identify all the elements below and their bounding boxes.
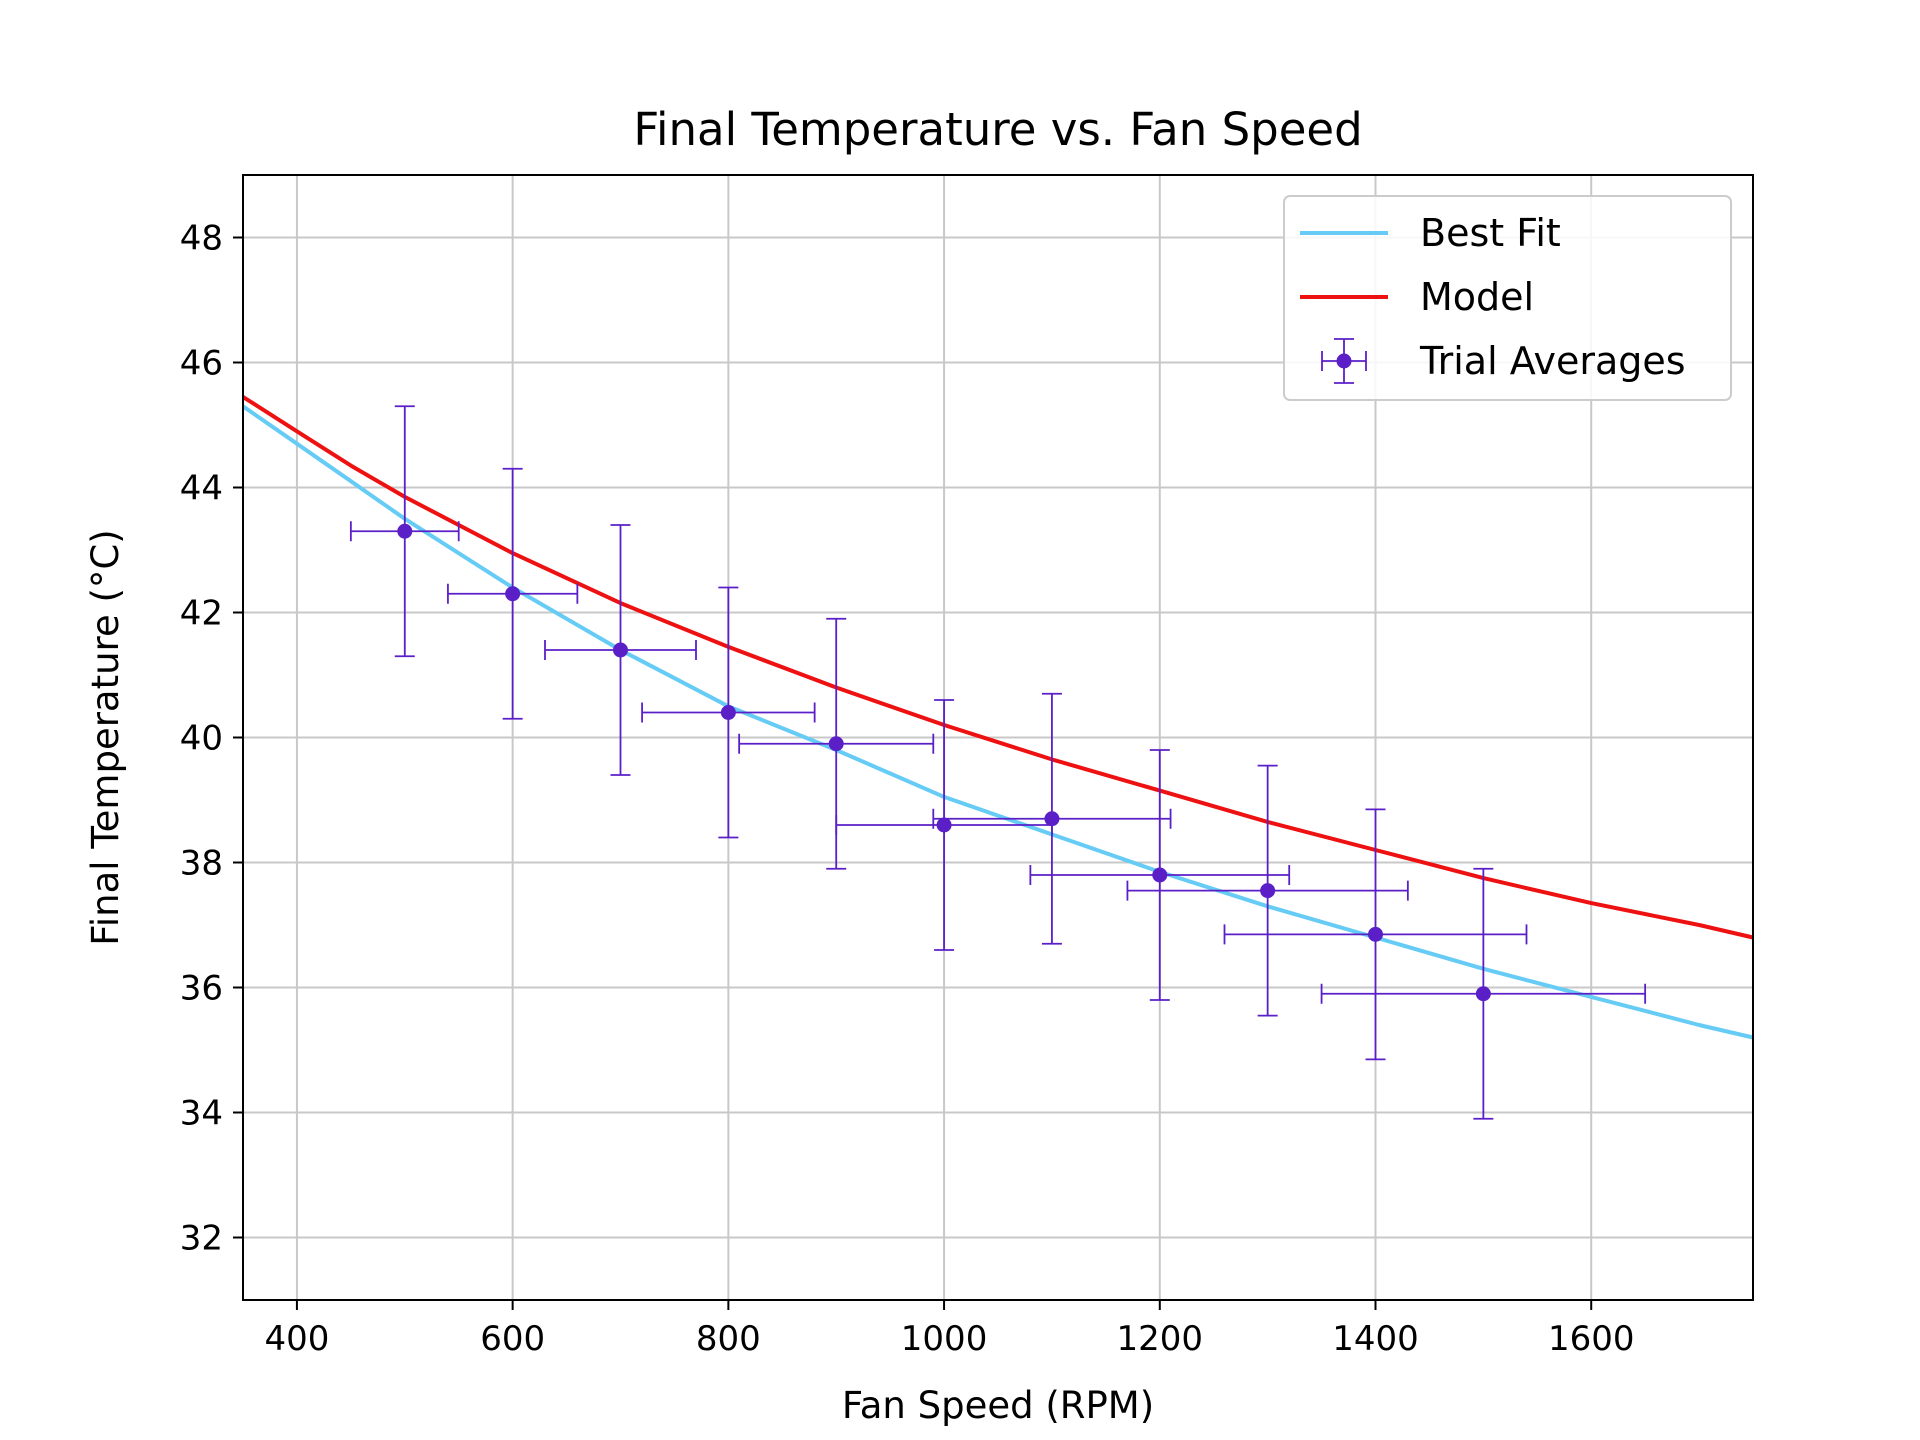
trial-average-point — [1223, 808, 1528, 1061]
data-marker — [1260, 883, 1276, 899]
x-tick-label: 1000 — [901, 1319, 988, 1359]
legend: Best Fit Model Trial Averages — [1283, 195, 1732, 401]
ticks: 400 600 800 1000 1200 1400 1600 32 34 36 38 40 42 44 4… — [180, 219, 1635, 1360]
legend-label: Model — [1420, 275, 1534, 319]
y-tick-label: 36 — [180, 969, 223, 1009]
legend-box — [1283, 195, 1732, 401]
x-tick-label: 800 — [696, 1319, 761, 1359]
x-tick-label: 1400 — [1332, 1319, 1419, 1359]
data-marker — [1152, 867, 1168, 883]
legend-marker — [1336, 353, 1352, 369]
legend-entry: Trial Averages — [1321, 338, 1686, 384]
y-tick-label: 40 — [180, 719, 223, 759]
x-tick-label: 600 — [480, 1319, 545, 1359]
trial-average-point — [835, 699, 1053, 951]
x-tick-label: 1600 — [1548, 1319, 1635, 1359]
y-tick-label: 42 — [180, 594, 223, 634]
legend-label: Best Fit — [1420, 211, 1561, 255]
y-tick-label: 32 — [180, 1219, 223, 1259]
y-tick-label: 38 — [180, 844, 223, 884]
trial-average-point — [932, 692, 1172, 945]
trial-average-point — [544, 524, 697, 776]
y-tick-label: 48 — [180, 219, 223, 259]
data-marker — [613, 642, 628, 658]
y-tick-label: 44 — [180, 469, 223, 509]
y-tick-label: 34 — [180, 1094, 223, 1134]
x-axis-label: Fan Speed (RPM) — [842, 1384, 1154, 1427]
data-marker — [1044, 811, 1060, 827]
y-axis-label: Final Temperature (°C) — [84, 529, 127, 945]
trial-average-point — [1029, 749, 1291, 1001]
series-layer — [241, 395, 1754, 1120]
data-marker — [828, 736, 844, 752]
legend-label: Trial Averages — [1419, 339, 1686, 383]
legend-entry: Best Fit — [1300, 211, 1561, 255]
legend-entry: Model — [1300, 275, 1534, 319]
data-marker — [936, 817, 952, 833]
y-tick-label: 46 — [180, 344, 223, 384]
data-marker — [505, 586, 521, 602]
x-tick-label: 1200 — [1117, 1319, 1204, 1359]
trial-average-point — [1126, 764, 1409, 1017]
data-marker — [1475, 986, 1491, 1002]
trial-average-point — [641, 586, 816, 839]
x-tick-label: 400 — [264, 1319, 329, 1359]
grid — [243, 175, 1753, 1300]
chart-title: Final Temperature vs. Fan Speed — [633, 103, 1362, 156]
trial-average-point — [1320, 867, 1647, 1120]
data-marker — [1368, 926, 1383, 942]
data-marker — [720, 705, 736, 720]
trial-average-point — [447, 467, 579, 720]
trial-average-point — [349, 405, 460, 658]
data-marker — [397, 523, 413, 539]
